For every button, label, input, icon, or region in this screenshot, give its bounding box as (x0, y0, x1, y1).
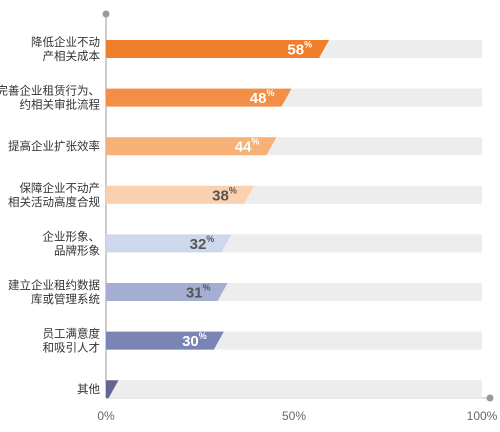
x-axis-end-marker (486, 394, 494, 402)
category-label: 完善企业租赁行为、约相关审批流程 (0, 84, 100, 112)
bar-value-label: 31% (186, 283, 211, 302)
bar-track (106, 380, 482, 399)
bar-value-label: 44% (235, 137, 260, 156)
bar (106, 40, 330, 58)
category-label: 降低企业不动产相关成本 (31, 35, 100, 63)
bar (106, 234, 232, 253)
category-label: 提高企业扩张效率 (8, 139, 100, 153)
bar (106, 331, 224, 350)
bar-value-label: 58% (287, 40, 312, 59)
bar-value-label: 30% (182, 331, 207, 350)
bar (106, 380, 119, 399)
bar (106, 137, 277, 156)
bar (106, 283, 228, 301)
x-tick-label: 0% (97, 409, 115, 423)
bar-value-label: 48% (250, 88, 275, 107)
bar (106, 185, 254, 204)
y-axis-top-marker (102, 10, 110, 18)
category-label: 建立企业租约数据库或管理系统 (8, 278, 100, 306)
bar-value-label: 32% (190, 234, 215, 253)
x-tick-label: 100% (467, 409, 498, 423)
bar-value-label: 38% (212, 185, 237, 204)
category-label: 企业形象、品牌形象 (43, 229, 101, 257)
category-label: 员工满意度和吸引人才 (43, 327, 101, 355)
bar (106, 88, 292, 107)
x-tick-label: 50% (282, 409, 306, 423)
category-label: 保障企业不动产相关活动高度合规 (8, 181, 100, 209)
category-label: 其他 (77, 383, 100, 396)
bar-value-label: 2% (85, 380, 101, 399)
